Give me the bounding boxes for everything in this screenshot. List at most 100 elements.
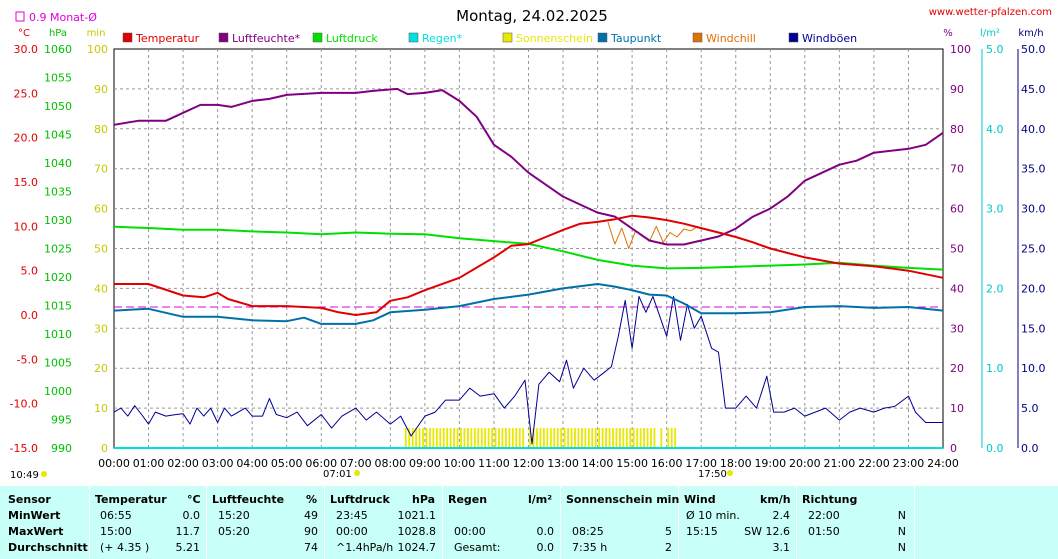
sunshine-bar [629,428,632,448]
legend-swatch-5 [597,32,608,43]
temp-tick-7: -5.0 [17,353,38,366]
sunset-label: 17:50 [698,469,727,480]
x-tick-8: 08:00 [374,457,406,470]
stats-wind-time-0: Ø 10 min. [686,509,740,522]
sun-tick-6: 40 [94,282,108,295]
stats-hum-val-1: 90 [304,525,318,538]
stats-temp-time-2: (+ 4.35 ) [100,541,150,554]
sunshine-bar [639,428,642,448]
sun-tick-2: 80 [94,123,108,136]
stats-header-dir: Richtung [802,493,858,506]
sunshine-bar [563,428,566,448]
stats-sun-val-2: 2 [665,541,672,554]
sun-tick-8: 20 [94,362,108,375]
stats-hum-time-1: 05:20 [218,525,250,538]
x-tick-14: 14:00 [582,457,614,470]
stats-temp-val-2: 5.21 [175,541,201,554]
sunshine-bar [532,428,535,448]
sunset-icon [727,470,733,476]
x-tick-19: 19:00 [754,457,786,470]
pressure-tick-4: 1040 [44,157,72,170]
pressure-tick-2: 1050 [44,100,72,113]
legend-label-0: Temperatur [135,32,200,45]
temp-tick-9: -15.0 [10,442,38,455]
sunshine-bar [429,428,431,448]
sunshine-bar [539,428,542,448]
sunshine-bar [636,428,639,448]
stats-header-wind: Wind [684,493,716,506]
sunshine-bar [508,428,511,448]
stats-table: Sensor Temperatur °C Luftfeuchte % Luftd… [0,486,1058,559]
sunshine-bar [632,428,635,448]
humidity-tick-4: 60 [950,203,964,216]
sunshine-bar [660,428,663,448]
sun-tick-4: 60 [94,203,108,216]
sunshine-bar [422,428,424,448]
x-tick-9: 09:00 [409,457,441,470]
stats-rain-time-2: Gesamt: [454,541,501,554]
sunshine-bar [460,428,462,448]
wind-tick-8: 10.0 [1021,362,1046,375]
stats-dir-time-1: 01:50 [808,525,840,538]
x-tick-20: 20:00 [789,457,821,470]
monthly-avg-label: 0.9 Monat-Ø [29,11,97,24]
stats-press-time-2: ^1.4hPa/h [336,541,394,554]
stats-header-rain: Regen [448,493,488,506]
temp-tick-2: 20.0 [14,132,39,145]
grid [113,48,944,449]
sunshine-bar [408,428,411,448]
sunshine-bar [449,428,452,448]
sunshine-bar [591,428,594,448]
stats-header-hum: Luftfeuchte [212,493,285,506]
sun-unit: min [87,28,106,39]
sunshine-bar [608,428,611,448]
stats-label-0: MinWert [8,509,61,522]
stats-temp-val-1: 11.7 [175,525,201,538]
sunshine-bar [612,428,614,448]
sunshine-bar [515,428,518,448]
rain-tick-3: 2.0 [986,282,1004,295]
sunshine-bar [522,428,525,448]
sun-icon [41,471,47,477]
sunshine-bar [546,428,549,448]
site-link[interactable]: www.wetter-pfalzen.com [929,7,1052,18]
sunshine-bar [494,428,497,448]
sunshine-bar [435,428,438,448]
temp-tick-0: 30.0 [14,43,39,56]
sunshine-bar [505,428,507,448]
sunshine-bar [670,428,673,448]
wind-tick-10: 0.0 [1021,442,1039,455]
x-tick-11: 11:00 [478,457,510,470]
pressure-tick-8: 1020 [44,271,72,284]
legend-label-2: Luftdruck [326,32,378,45]
pressure-unit: hPa [49,28,67,39]
stats-dir-time-0: 22:00 [808,509,840,522]
sunrise-icon [354,470,360,476]
sunshine-bar [653,428,656,448]
sunshine-bar [549,428,552,448]
stats-header-temp: Temperatur [95,493,167,506]
stats-press-val-2: 1024.7 [397,541,437,554]
stats-hum-time-0: 15:20 [218,509,250,522]
x-tick-1: 01:00 [133,457,165,470]
humidity-tick-9: 10 [950,402,964,415]
series-windben-line [113,295,943,445]
rain-tick-2: 3.0 [986,203,1004,216]
wind-tick-1: 45.0 [1021,83,1046,96]
stats-temp-time-0: 06:55 [100,509,132,522]
stats-header-rain-unit: l/m² [528,493,553,506]
sunshine-bar [453,428,455,448]
stats-sun-time-2: 7:35 h [572,541,608,554]
legend-swatch-7 [788,32,799,43]
pressure-tick-7: 1025 [44,243,72,256]
humidity-tick-1: 90 [950,83,964,96]
sunshine-bar [487,428,490,448]
stats-wind-val-0: 2.4 [772,509,791,522]
pressure-tick-3: 1045 [44,129,72,142]
x-tick-0: 00:00 [98,457,130,470]
x-tick-21: 21:00 [824,457,856,470]
x-tick-24: 24:00 [927,457,959,470]
sunshine-bar [622,428,625,448]
chart-title: Montag, 24.02.2025 [456,7,608,25]
pressure-tick-14: 990 [51,442,72,455]
